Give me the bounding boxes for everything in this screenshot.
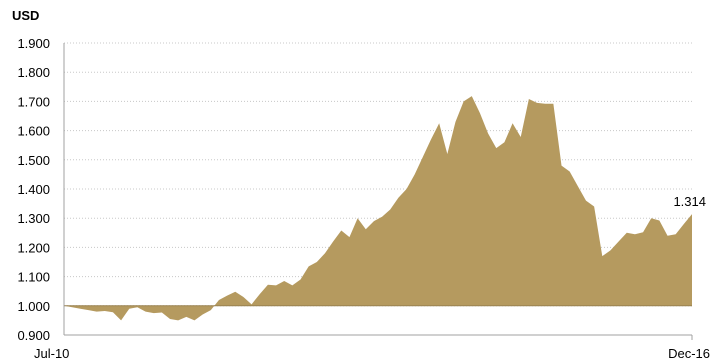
y-tick-label: 1.700: [17, 94, 50, 109]
x-tick-label: Dec-16: [668, 346, 710, 361]
y-tick-label: 1.000: [17, 299, 50, 314]
end-value-label: 1.314: [673, 194, 706, 209]
y-tick-label: 1.500: [17, 153, 50, 168]
y-tick-label: 0.900: [17, 328, 50, 343]
y-tick-label: 1.200: [17, 240, 50, 255]
y-tick-label: 1.900: [17, 36, 50, 51]
area-fill: [64, 96, 692, 321]
label-layer: 0.900 1.000 1.100 1.200 1.300 1.400 1.500 1.600…: [17, 36, 710, 361]
y-tick-label: 1.800: [17, 65, 50, 80]
y-tick-label: 1.400: [17, 182, 50, 197]
y-tick-label: 1.300: [17, 211, 50, 226]
axis-layer: [63, 43, 693, 340]
y-tick-label: 1.600: [17, 124, 50, 139]
unit-label: USD: [12, 8, 39, 23]
y-tick-label: 1.100: [17, 270, 50, 285]
x-tick-label: Jul-10: [34, 346, 69, 361]
area-layer: [64, 96, 692, 321]
